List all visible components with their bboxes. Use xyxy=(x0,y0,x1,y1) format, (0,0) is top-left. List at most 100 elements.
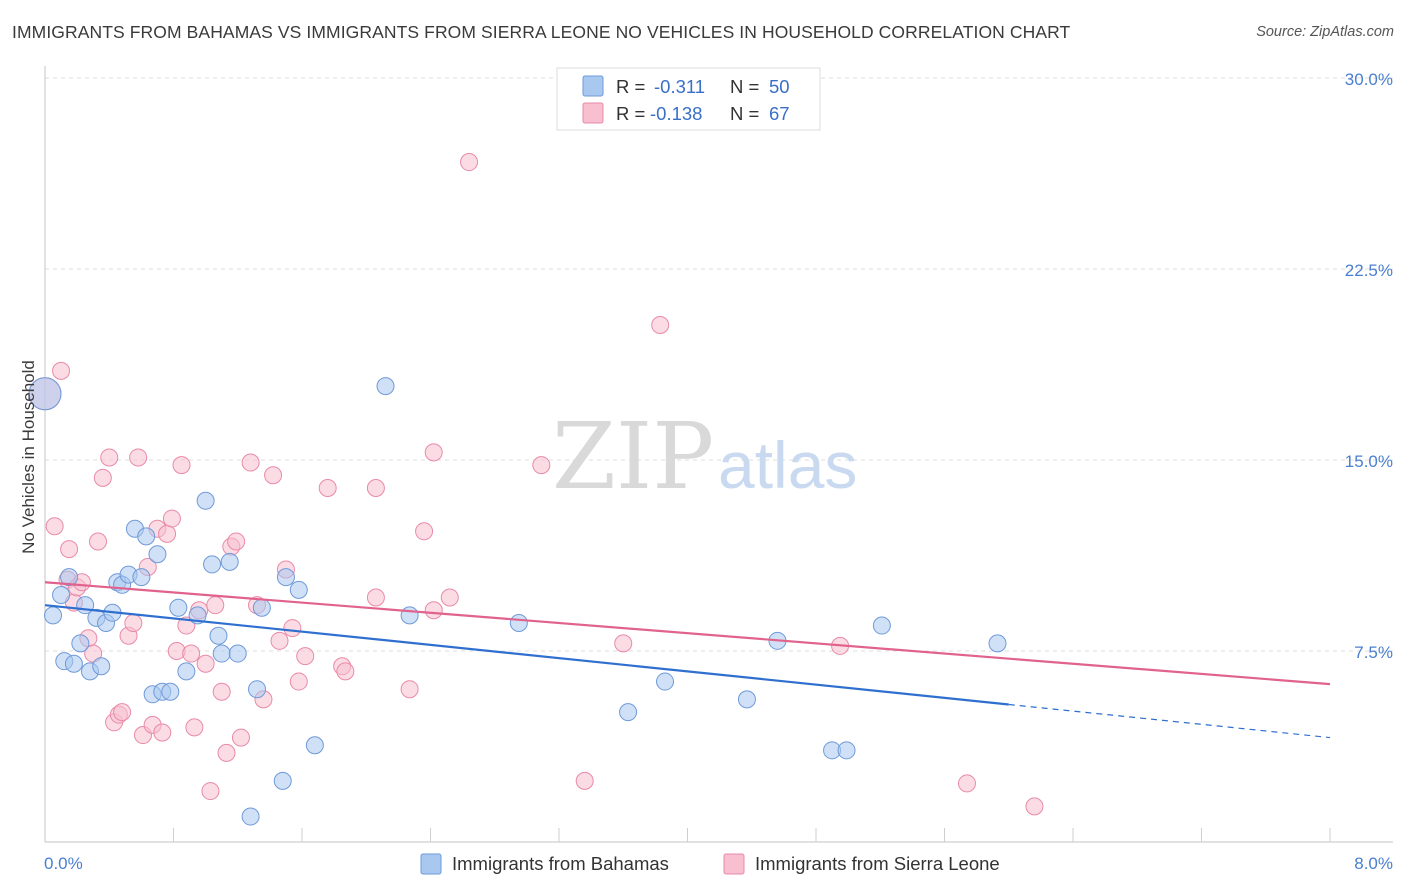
series-legend-label-sierra-leone: Immigrants from Sierra Leone xyxy=(755,853,1000,874)
point-sierra-leone-46 xyxy=(283,619,302,638)
point-sierra-leone-51 xyxy=(336,662,355,681)
y-tick-label-0: 7.5% xyxy=(1354,643,1393,662)
point-bahamas-29 xyxy=(212,644,231,663)
point-sierra-leone-54 xyxy=(400,680,419,699)
point-sierra-leone-66 xyxy=(1025,797,1044,816)
point-sierra-leone-57 xyxy=(424,443,443,462)
point-sierra-leone-58 xyxy=(440,588,459,607)
y-tick-label-1: 15.0% xyxy=(1345,452,1393,471)
y-axis-label: No Vehicles in Household xyxy=(19,360,38,554)
point-sierra-leone-49 xyxy=(318,479,337,498)
point-bahamas-33 xyxy=(248,680,267,699)
legend-r-value-sierra-leone: -0.138 xyxy=(650,103,702,124)
x-tick-labels: 0.0% 8.0% xyxy=(44,854,1393,873)
point-sierra-leone-63 xyxy=(651,316,670,335)
scatter-points xyxy=(28,153,1044,826)
point-bahamas-20 xyxy=(148,545,167,564)
point-sierra-leone-59 xyxy=(460,153,479,172)
point-bahamas-44 xyxy=(737,690,756,709)
trend-lines xyxy=(44,581,1331,739)
x-tick-label-0: 0.0% xyxy=(44,854,83,873)
point-bahamas-17 xyxy=(132,568,151,587)
legend-swatch-sierra-leone xyxy=(582,102,604,124)
point-sierra-leone-4 xyxy=(60,540,79,559)
point-bahamas-41 xyxy=(509,613,528,632)
point-bahamas-10 xyxy=(92,657,111,676)
point-bahamas-37 xyxy=(289,580,308,599)
stats-legend: R = -0.311 N = 50 R = -0.138 N = 67 xyxy=(556,67,821,131)
point-sierra-leone-62 xyxy=(614,634,633,653)
y-tick-label-3: 30.0% xyxy=(1345,70,1393,89)
point-bahamas-31 xyxy=(228,644,247,663)
point-bahamas-2 xyxy=(52,585,71,604)
legend-n-label-bahamas: N = xyxy=(730,76,759,97)
point-sierra-leone-61 xyxy=(575,771,594,790)
point-sierra-leone-25 xyxy=(162,509,181,528)
point-sierra-leone-44 xyxy=(270,631,289,650)
point-sierra-leone-10 xyxy=(89,532,108,551)
point-bahamas-39 xyxy=(376,377,395,396)
y-tick-label-2: 22.5% xyxy=(1345,261,1393,280)
point-bahamas-36 xyxy=(276,568,295,587)
point-sierra-leone-11 xyxy=(93,468,112,487)
point-sierra-leone-34 xyxy=(206,596,225,615)
point-sierra-leone-33 xyxy=(201,782,220,801)
point-bahamas-27 xyxy=(203,555,222,574)
point-bahamas-0 xyxy=(28,377,62,411)
point-bahamas-4 xyxy=(60,568,79,587)
point-sierra-leone-56 xyxy=(424,601,443,620)
point-bahamas-28 xyxy=(209,626,228,645)
trend-line-bahamas xyxy=(44,604,1009,706)
point-sierra-leone-35 xyxy=(212,682,231,701)
point-sierra-leone-47 xyxy=(289,672,308,691)
point-bahamas-42 xyxy=(619,703,638,722)
legend-r-label-sierra-leone: R = xyxy=(616,103,645,124)
point-bahamas-32 xyxy=(241,807,260,826)
point-sierra-leone-17 xyxy=(124,613,143,632)
series-legend-swatch-sierra-leone xyxy=(723,853,745,875)
point-sierra-leone-39 xyxy=(231,728,250,747)
chart-title: IMMIGRANTS FROM BAHAMAS VS IMMIGRANTS FR… xyxy=(12,22,1071,42)
point-bahamas-40 xyxy=(400,606,419,625)
point-bahamas-43 xyxy=(656,672,675,691)
point-sierra-leone-24 xyxy=(158,524,177,543)
point-sierra-leone-9 xyxy=(84,644,103,663)
trend-line-extension-bahamas xyxy=(1008,703,1331,739)
point-bahamas-38 xyxy=(305,736,324,755)
point-bahamas-24 xyxy=(177,662,196,681)
series-legend-swatch-bahamas xyxy=(420,853,442,875)
x-tick-label-1: 8.0% xyxy=(1354,854,1393,873)
point-bahamas-1 xyxy=(44,606,63,625)
legend-r-label-bahamas: R = xyxy=(616,76,645,97)
watermark-zip: ZIP xyxy=(552,403,714,510)
point-sierra-leone-29 xyxy=(182,644,201,663)
point-sierra-leone-30 xyxy=(185,718,204,737)
point-bahamas-23 xyxy=(169,598,188,617)
axes xyxy=(44,66,1393,843)
point-bahamas-6 xyxy=(71,634,90,653)
point-sierra-leone-60 xyxy=(532,456,551,475)
point-sierra-leone-55 xyxy=(415,522,434,541)
point-sierra-leone-48 xyxy=(296,647,315,666)
point-sierra-leone-12 xyxy=(100,448,119,467)
legend-swatch-bahamas xyxy=(582,75,604,97)
point-sierra-leone-43 xyxy=(264,466,283,485)
point-bahamas-49 xyxy=(988,634,1007,653)
point-bahamas-30 xyxy=(220,552,239,571)
point-bahamas-18 xyxy=(137,527,156,546)
series-legend: Immigrants from Bahamas Immigrants from … xyxy=(420,853,1000,875)
point-sierra-leone-2 xyxy=(52,361,71,380)
point-bahamas-5 xyxy=(64,654,83,673)
point-sierra-leone-36 xyxy=(217,743,236,762)
point-sierra-leone-32 xyxy=(196,654,215,673)
point-sierra-leone-53 xyxy=(366,588,385,607)
point-sierra-leone-18 xyxy=(129,448,148,467)
point-sierra-leone-27 xyxy=(172,456,191,475)
legend-n-value-sierra-leone: 67 xyxy=(769,103,790,124)
point-bahamas-34 xyxy=(252,598,271,617)
legend-r-value-bahamas: -0.311 xyxy=(654,76,705,97)
point-sierra-leone-38 xyxy=(227,532,246,551)
watermark-atlas: atlas xyxy=(718,428,857,502)
point-sierra-leone-52 xyxy=(366,479,385,498)
